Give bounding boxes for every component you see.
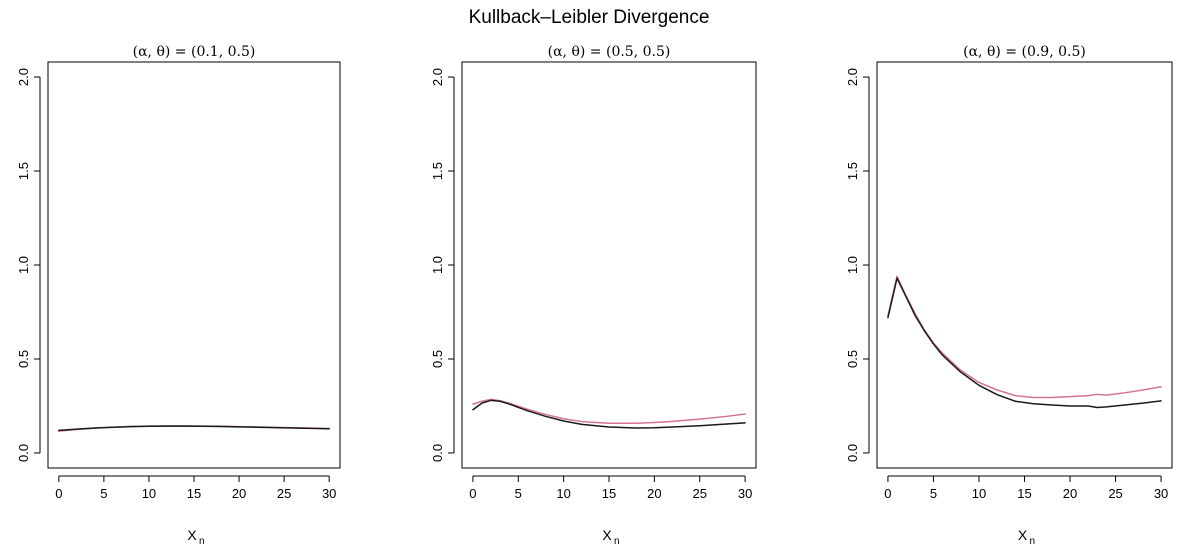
panel-1: (α, θ) = (0.1, 0.5) 0 5 10 15 20 25 30 0.0 0.5 1.0… xyxy=(16,44,341,547)
x-tick-label: 25 xyxy=(1108,486,1122,501)
x-tick-label: 5 xyxy=(930,486,937,501)
series-line-2 xyxy=(472,398,746,425)
y-tick-label: 0.5 xyxy=(16,350,31,368)
x-axis-label-subscript: n xyxy=(199,536,205,547)
y-tick-label: 1.0 xyxy=(16,256,31,274)
x-tick-label: 15 xyxy=(187,486,201,501)
x-axis-label: X xyxy=(602,527,612,543)
y-tick-label: 0.0 xyxy=(845,444,860,462)
x-tick-label: 10 xyxy=(556,486,570,501)
x-tick-label: 20 xyxy=(1063,486,1077,501)
x-tick-label: 25 xyxy=(277,486,291,501)
x-axis-label-subscript: n xyxy=(614,536,620,547)
x-tick-label: 15 xyxy=(602,486,616,501)
x-tick-label: 0 xyxy=(469,486,476,501)
x-tick-label: 30 xyxy=(1154,486,1168,501)
x-tick-label: 5 xyxy=(100,486,107,501)
x-tick-label: 10 xyxy=(972,486,986,501)
y-tick-label: 1.5 xyxy=(845,162,860,180)
panel-3: (α, θ) = (0.9, 0.5) 0 5 10 15 20 25 30 0.0 0.5 1.0… xyxy=(845,44,1173,547)
x-tick-label: 10 xyxy=(142,486,156,501)
series-line-1 xyxy=(887,277,1162,409)
y-tick-label: 2.0 xyxy=(845,68,860,86)
x-tick-label: 25 xyxy=(693,486,707,501)
panels: (α, θ) = (0.1, 0.5) 0 5 10 15 20 25 30 0.0 0.5 1.0… xyxy=(16,44,1173,547)
x-tick-label: 0 xyxy=(884,486,891,501)
panel-title: (α, θ) = (0.1, 0.5) xyxy=(133,44,256,60)
y-tick-label: 0.0 xyxy=(430,444,445,462)
series-line-1 xyxy=(58,425,330,432)
y-tick-label: 0.5 xyxy=(845,350,860,368)
y-tick-label: 1.0 xyxy=(845,256,860,274)
panel-title: (α, θ) = (0.9, 0.5) xyxy=(963,44,1086,60)
x-tick-label: 20 xyxy=(232,486,246,501)
x-tick-label: 30 xyxy=(322,486,336,501)
y-tick-label: 0.0 xyxy=(16,444,31,462)
x-axis-label: X xyxy=(1018,527,1028,543)
panel-2: (α, θ) = (0.5, 0.5) 0 5 10 15 20 25 30 0.0 0.5 1.0… xyxy=(430,44,757,547)
panel-title: (α, θ) = (0.5, 0.5) xyxy=(548,44,671,60)
y-tick-label: 1.0 xyxy=(430,256,445,274)
y-tick-label: 1.5 xyxy=(16,162,31,180)
series-line-2 xyxy=(887,275,1162,399)
x-axis-label-subscript: n xyxy=(1030,536,1036,547)
x-axis-label: X xyxy=(187,527,197,543)
y-tick-label: 1.5 xyxy=(430,162,445,180)
x-tick-label: 20 xyxy=(647,486,661,501)
x-tick-label: 30 xyxy=(738,486,752,501)
figure-title: Kullback–Leibler Divergence xyxy=(469,7,710,28)
x-tick-label: 5 xyxy=(515,486,522,501)
y-tick-label: 2.0 xyxy=(430,68,445,86)
x-tick-label: 15 xyxy=(1017,486,1031,501)
plot-frame xyxy=(876,61,1173,469)
series-line-1 xyxy=(472,399,746,429)
y-tick-label: 2.0 xyxy=(16,68,31,86)
x-tick-label: 0 xyxy=(55,486,62,501)
y-tick-label: 0.5 xyxy=(430,350,445,368)
plot-frame xyxy=(47,61,341,469)
plot-frame xyxy=(461,61,757,469)
